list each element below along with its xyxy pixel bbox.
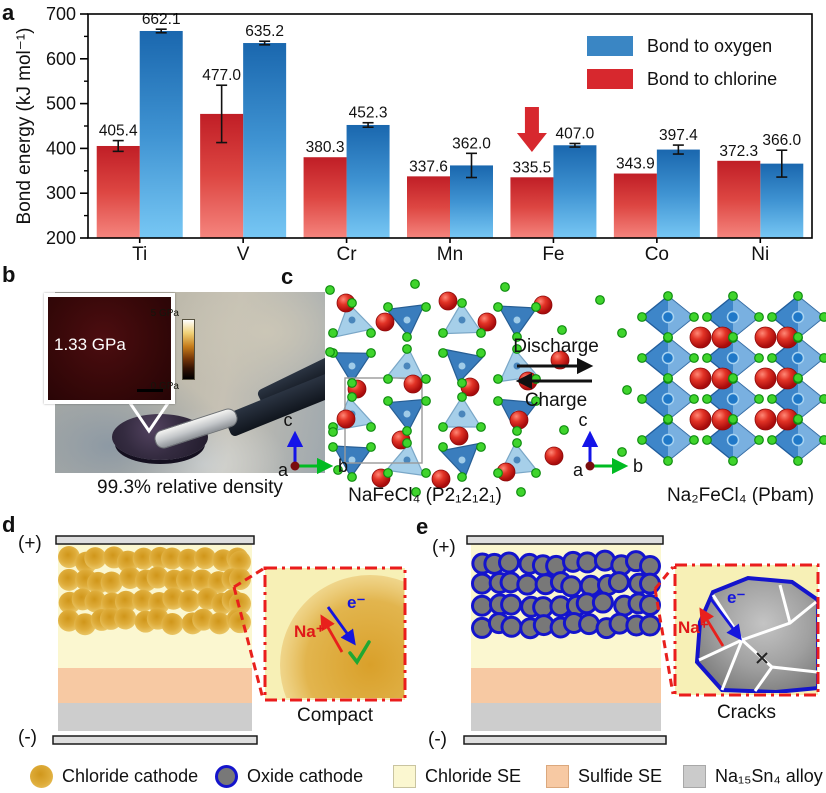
discharge-label: Discharge bbox=[513, 336, 599, 357]
legend-label: Oxide cathode bbox=[247, 766, 364, 786]
svg-text:Mn: Mn bbox=[437, 244, 463, 262]
svg-text:405.4: 405.4 bbox=[99, 123, 138, 140]
svg-text:477.0: 477.0 bbox=[202, 67, 241, 84]
legend-item-oxide-cathode: Oxide cathode bbox=[215, 763, 363, 790]
svg-text:337.6: 337.6 bbox=[409, 158, 448, 175]
colorbar-max: 5 GPa bbox=[150, 308, 179, 319]
legend-label: Chloride SE bbox=[425, 766, 522, 786]
svg-text:335.5: 335.5 bbox=[513, 159, 552, 176]
charge-label: Charge bbox=[524, 390, 588, 411]
svg-text:400: 400 bbox=[46, 138, 76, 158]
svg-text:Bond energy (kJ mol⁻¹): Bond energy (kJ mol⁻¹) bbox=[14, 28, 35, 225]
scale-bar bbox=[137, 389, 163, 392]
svg-text:Fe: Fe bbox=[542, 244, 564, 262]
nanoindentation-inset: 1.33 GPa bbox=[44, 293, 175, 404]
svg-text:Bond to chlorine: Bond to chlorine bbox=[647, 69, 777, 89]
svg-text:500: 500 bbox=[46, 94, 76, 114]
afm-map: 1.33 GPa bbox=[48, 297, 171, 400]
svg-text:343.9: 343.9 bbox=[616, 156, 655, 173]
svg-text:372.3: 372.3 bbox=[719, 143, 758, 160]
svg-text:b: b bbox=[338, 456, 348, 476]
svg-text:c: c bbox=[579, 410, 588, 430]
svg-text:662.1: 662.1 bbox=[142, 11, 181, 28]
nafecl4-formula: NaFeCl₄ (P2₁2₁2₁) bbox=[348, 485, 502, 506]
legend-item-chloride-se: Chloride SE bbox=[393, 763, 521, 790]
gpa-colorbar bbox=[182, 319, 195, 380]
na2fecl4-formula: Na₂FeCl₄ (Pbam) bbox=[666, 485, 815, 506]
negative-electrode-sign-e: (-) bbox=[428, 729, 447, 750]
svg-text:452.3: 452.3 bbox=[349, 105, 388, 122]
legend-item-alloy: Na₁₅Sn₄ alloy bbox=[683, 763, 823, 790]
crystal-structures: c b a c b a bbox=[278, 279, 826, 497]
oxide-cathode-marker bbox=[215, 765, 238, 788]
chloride-se-marker bbox=[393, 765, 416, 788]
cracks-caption: Cracks bbox=[716, 702, 777, 723]
colorbar-min: 0 GPa bbox=[150, 381, 179, 392]
negative-electrode-sign-d: (-) bbox=[18, 727, 37, 748]
svg-text:Bond to oxygen: Bond to oxygen bbox=[647, 36, 772, 56]
panel-label-e: e bbox=[416, 514, 429, 539]
sulfide-se-marker bbox=[546, 765, 569, 788]
panel-label-c: c bbox=[281, 264, 294, 289]
legend-label: Sulfide SE bbox=[578, 766, 663, 786]
legend-item-sulfide-se: Sulfide SE bbox=[546, 763, 662, 790]
svg-text:c: c bbox=[284, 410, 293, 430]
compact-caption: Compact bbox=[296, 705, 374, 726]
svg-text:300: 300 bbox=[46, 183, 76, 203]
panel-label-a: a bbox=[2, 0, 15, 25]
svg-text:366.0: 366.0 bbox=[762, 132, 801, 149]
svg-text:380.3: 380.3 bbox=[306, 139, 345, 156]
svg-text:a: a bbox=[573, 460, 584, 480]
bond-energy-bar-chart: 662.1 635.2 452.3 362.0 407.0 397.4 366.0 405.4… bbox=[14, 4, 813, 262]
svg-text:Cr: Cr bbox=[337, 244, 358, 262]
sodium-ion-label-d: Na⁺ bbox=[294, 622, 325, 641]
svg-text:362.0: 362.0 bbox=[452, 135, 491, 152]
chloride-cathode-marker bbox=[30, 765, 53, 788]
electron-label-d: e⁻ bbox=[347, 593, 366, 612]
legend-label: Chloride cathode bbox=[62, 766, 199, 786]
svg-text:635.2: 635.2 bbox=[245, 23, 284, 40]
svg-text:700: 700 bbox=[46, 4, 76, 24]
panel-label-b: b bbox=[2, 262, 16, 287]
legend-label: Na₁₅Sn₄ alloy bbox=[715, 766, 823, 786]
svg-text:397.4: 397.4 bbox=[659, 127, 698, 144]
inset-pointer bbox=[128, 402, 170, 434]
svg-text:Co: Co bbox=[645, 244, 669, 262]
positive-electrode-sign-d: (+) bbox=[18, 533, 42, 554]
electron-label-e: e⁻ bbox=[727, 588, 746, 607]
svg-text:407.0: 407.0 bbox=[556, 125, 595, 142]
svg-text:Ni: Ni bbox=[751, 244, 769, 262]
positive-electrode-sign-e: (+) bbox=[432, 537, 456, 558]
panel-label-d: d bbox=[2, 512, 16, 537]
svg-text:a: a bbox=[278, 460, 289, 480]
svg-text:V: V bbox=[237, 244, 250, 262]
sodium-ion-label-e: Na⁺ bbox=[678, 618, 709, 637]
cell-schematics bbox=[52, 535, 820, 745]
alloy-marker bbox=[683, 765, 706, 788]
svg-text:200: 200 bbox=[46, 228, 76, 248]
density-caption: 99.3% relative density bbox=[97, 477, 283, 498]
legend-item-chloride-cathode: Chloride cathode bbox=[30, 763, 198, 790]
svg-text:Ti: Ti bbox=[132, 244, 147, 262]
svg-text:600: 600 bbox=[46, 49, 76, 69]
svg-text:b: b bbox=[633, 456, 643, 476]
modulus-value: 1.33 GPa bbox=[54, 335, 126, 354]
